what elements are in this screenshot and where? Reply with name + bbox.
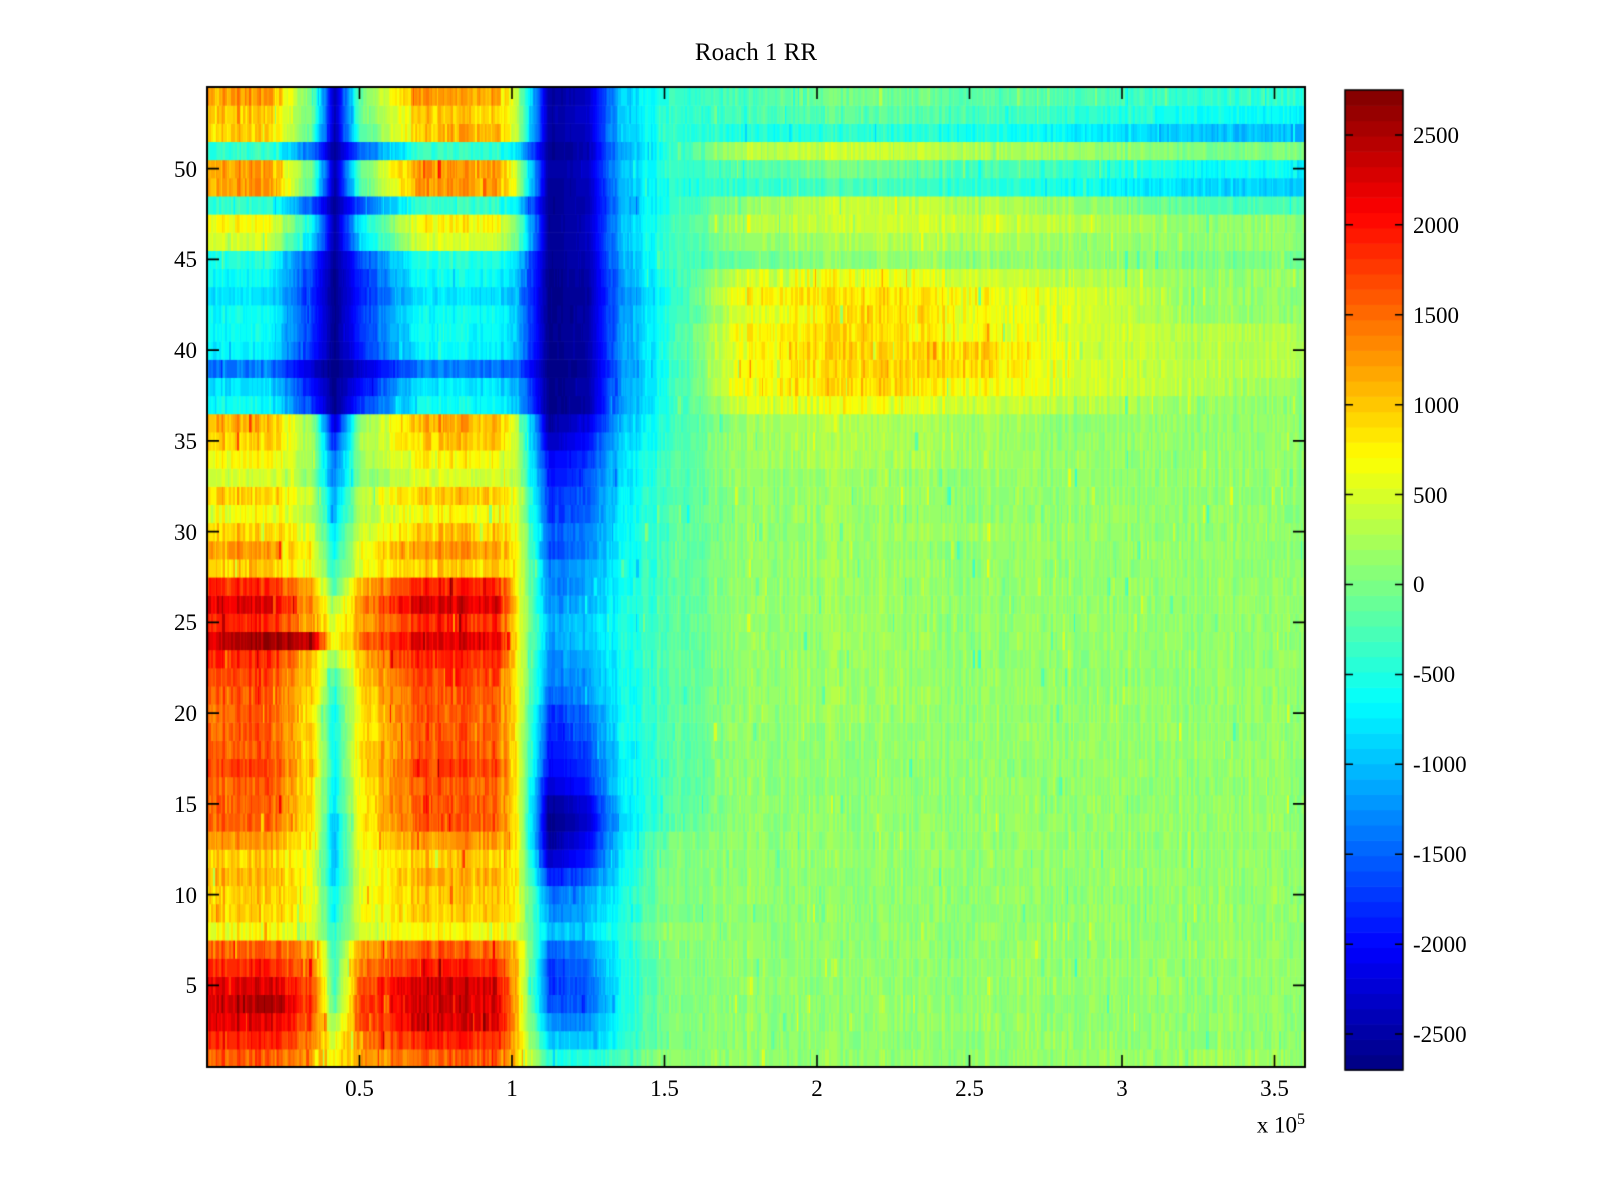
x-tick-label: 3 xyxy=(1116,1076,1128,1101)
colorbar-tick-label: -1000 xyxy=(1413,752,1467,778)
colorbar-tick-label: -2500 xyxy=(1413,1022,1467,1048)
x-tick-label: 1 xyxy=(506,1076,518,1101)
colorbar-tick-label: 1500 xyxy=(1413,302,1459,328)
colorbar-tick-label: 2000 xyxy=(1413,212,1459,238)
colorbar-tick-label: -1500 xyxy=(1413,842,1467,868)
x-tick-label: 1.5 xyxy=(650,1076,679,1101)
colorbar-tick-label: -500 xyxy=(1413,662,1456,688)
y-tick-label: 20 xyxy=(174,701,197,727)
x-tick-label: 3.5 xyxy=(1260,1076,1289,1101)
y-tick-label: 30 xyxy=(174,519,197,545)
colorbar-tick-label: 0 xyxy=(1413,572,1425,598)
x-scale-exponent: 5 xyxy=(1297,1111,1305,1128)
x-tick-label: 0.5 xyxy=(345,1076,374,1101)
colorbar-tick-label: 2500 xyxy=(1413,122,1459,148)
y-tick-label: 45 xyxy=(174,247,197,273)
colorbar-tick-label: 1000 xyxy=(1413,392,1459,418)
y-tick-label: 5 xyxy=(185,973,198,999)
x-tick-label: 2 xyxy=(811,1076,823,1101)
y-tick-label: 25 xyxy=(174,610,197,636)
colorbar-tick-label: -2000 xyxy=(1413,932,1467,958)
plot-title: Roach 1 RR xyxy=(694,39,818,66)
y-tick-label: 10 xyxy=(174,882,197,908)
colorbar-tick-label: 500 xyxy=(1413,482,1448,508)
y-tick-label: 15 xyxy=(174,791,197,817)
x-scale-base: x 10 xyxy=(1256,1112,1297,1138)
x-axis-scale-label: x 105 xyxy=(1160,1112,1305,1137)
y-tick-label: 50 xyxy=(174,156,197,182)
y-tick-label: 35 xyxy=(174,428,197,454)
x-tick-label: 2.5 xyxy=(955,1076,984,1101)
y-tick-label: 40 xyxy=(174,338,197,364)
